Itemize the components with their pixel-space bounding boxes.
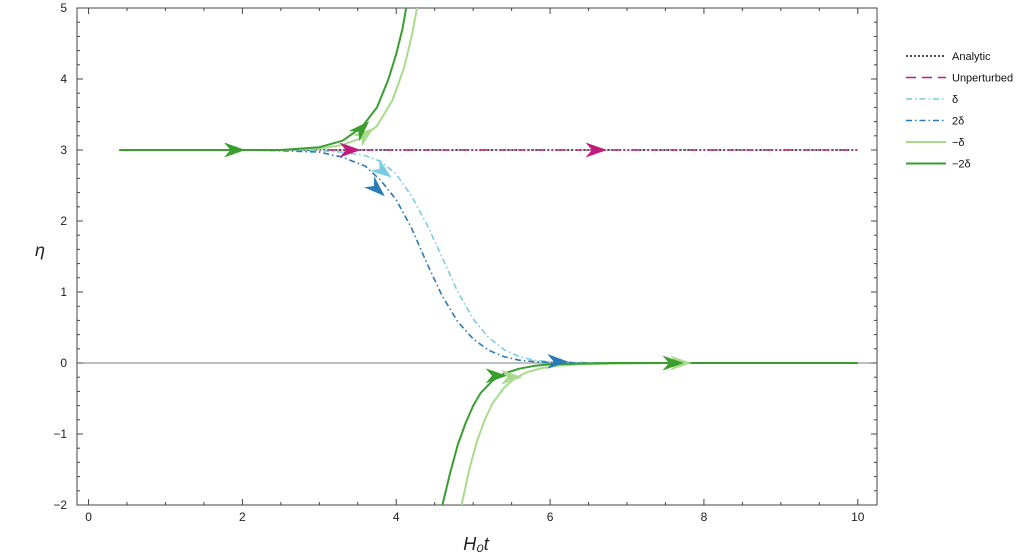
x-tick-label: 4 (393, 510, 400, 524)
series-arrow-5-2 (485, 368, 507, 384)
legend-label-1: Unperturbed (952, 73, 1013, 85)
x-tick-label: 2 (239, 510, 246, 524)
series-arrow-1-1 (585, 142, 607, 158)
y-axis-title: η (35, 240, 45, 260)
legend-label-5: −2δ (952, 159, 971, 171)
legend-label-2: δ (952, 94, 958, 106)
x-tick-label: 0 (85, 510, 92, 524)
x-tick-label: 8 (701, 510, 708, 524)
series-arrow-3-1 (546, 353, 569, 369)
legend-label-4: −δ (952, 137, 965, 149)
y-tick-label: 2 (60, 214, 67, 228)
plot-frame (76, 7, 878, 506)
legend-label-0: Analytic (952, 51, 991, 63)
series-layer (119, 7, 858, 506)
x-axis-title: H₀t (463, 534, 490, 554)
series-arrow-5-1 (348, 121, 370, 142)
series-arrow-3-0 (363, 176, 385, 197)
y-tick-label: 4 (60, 72, 67, 86)
y-tick-label: −2 (53, 498, 67, 512)
y-tick-label: 0 (60, 356, 67, 370)
arrow-layer (223, 121, 692, 385)
series-line-6 (460, 362, 858, 506)
plot-border (76, 7, 878, 506)
series-arrow-5-3 (662, 355, 684, 371)
series-line-7 (441, 362, 858, 506)
series-arrow-1-0 (339, 142, 361, 158)
series-arrow-5-0 (223, 142, 246, 158)
legend-label-3: 2δ (952, 116, 964, 128)
series-arrow-4-1 (500, 369, 523, 385)
y-tick-label: 5 (60, 1, 67, 15)
y-tick-label: −1 (53, 427, 67, 441)
tick-layer: 0 2 4 6 8 10 −2 −1 0 1 2 3 4 5 (53, 1, 877, 524)
y-tick-label: 1 (60, 285, 67, 299)
series-line-2 (242, 149, 858, 364)
series-line-3 (242, 149, 858, 364)
series-arrow-2-0 (370, 158, 392, 178)
y-tick-label: 3 (60, 143, 67, 157)
x-tick-label: 6 (547, 510, 554, 524)
x-tick-label: 10 (851, 510, 865, 524)
legend: Analytic Unperturbed δ 2δ −δ −2δ (906, 51, 1013, 171)
